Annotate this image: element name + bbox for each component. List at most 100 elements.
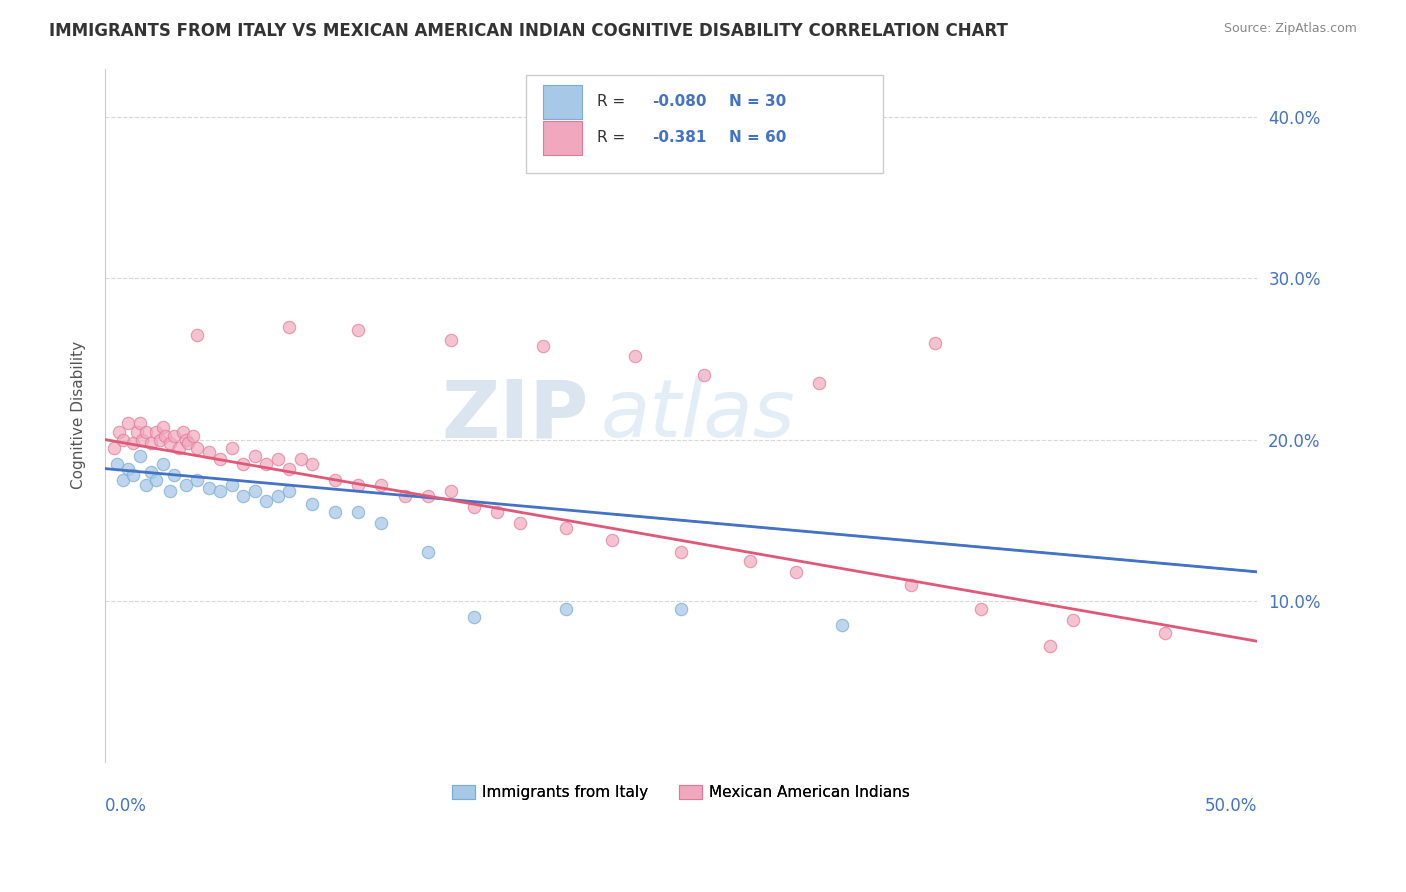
Point (278, 484, 301, 499)
Point (669, 545, 692, 559)
Point (139, 435, 162, 450)
Point (152, 457, 174, 471)
Point (232, 457, 254, 471)
Point (149, 433, 172, 447)
Point (186, 473, 208, 487)
Point (112, 433, 135, 447)
Point (347, 505, 370, 519)
Point (145, 425, 167, 439)
Point (370, 477, 392, 491)
Point (163, 468, 186, 483)
Point (531, 339, 554, 353)
Point (153, 429, 176, 443)
Point (209, 484, 232, 499)
Text: 0.0%: 0.0% (105, 797, 146, 815)
Point (785, 565, 807, 579)
Point (347, 477, 370, 491)
Point (278, 461, 301, 475)
Point (600, 533, 623, 547)
Point (159, 484, 181, 499)
Point (135, 425, 157, 439)
Point (174, 477, 197, 491)
Point (131, 433, 153, 447)
Point (347, 323, 370, 337)
Text: 50.0%: 50.0% (1205, 797, 1257, 815)
Text: atlas: atlas (600, 376, 796, 454)
Y-axis label: Cognitive Disability: Cognitive Disability (72, 342, 86, 490)
FancyBboxPatch shape (543, 121, 582, 155)
Point (439, 484, 461, 499)
Text: ZIP: ZIP (441, 376, 589, 454)
Point (900, 578, 922, 592)
Point (221, 477, 243, 491)
Point (181, 429, 204, 443)
Point (172, 425, 194, 439)
Point (439, 333, 461, 347)
Point (152, 419, 174, 434)
Point (969, 602, 991, 616)
Point (554, 521, 576, 535)
FancyBboxPatch shape (543, 85, 582, 119)
Point (121, 468, 143, 483)
Point (243, 449, 266, 463)
Point (103, 441, 125, 455)
Point (221, 441, 243, 455)
Point (924, 335, 946, 350)
Point (127, 425, 149, 439)
Point (108, 425, 131, 439)
Point (394, 489, 416, 503)
Point (693, 368, 716, 382)
Point (509, 516, 531, 531)
Point (325, 473, 347, 487)
Point (278, 319, 301, 334)
Point (254, 494, 277, 508)
Point (135, 477, 157, 491)
Text: -0.080: -0.080 (652, 95, 707, 110)
Point (740, 553, 762, 567)
Point (669, 602, 692, 616)
Point (197, 445, 219, 459)
Point (1039, 639, 1062, 653)
Point (167, 441, 190, 455)
Point (112, 473, 135, 487)
Text: -0.381: -0.381 (652, 130, 707, 145)
Point (139, 465, 162, 479)
Text: Source: ZipAtlas.com: Source: ZipAtlas.com (1223, 22, 1357, 36)
Point (254, 457, 277, 471)
Point (186, 441, 208, 455)
Point (325, 505, 347, 519)
Point (117, 461, 139, 475)
Point (831, 618, 853, 632)
Point (1154, 626, 1177, 640)
Point (808, 376, 831, 390)
Point (370, 516, 392, 531)
Point (267, 489, 290, 503)
Point (209, 451, 232, 466)
Point (267, 451, 290, 466)
Point (174, 433, 197, 447)
Point (485, 505, 508, 519)
Point (301, 497, 323, 511)
Point (416, 545, 439, 559)
Point (463, 500, 485, 515)
Point (197, 481, 219, 495)
Point (624, 349, 647, 363)
Text: R =: R = (598, 130, 630, 145)
Point (232, 489, 254, 503)
Point (128, 449, 150, 463)
Point (416, 489, 439, 503)
Legend: Immigrants from Italy, Mexican American Indians: Immigrants from Italy, Mexican American … (446, 780, 917, 806)
Text: IMMIGRANTS FROM ITALY VS MEXICAN AMERICAN INDIAN COGNITIVE DISABILITY CORRELATIO: IMMIGRANTS FROM ITALY VS MEXICAN AMERICA… (49, 22, 1008, 40)
Point (290, 451, 312, 466)
Point (301, 457, 323, 471)
FancyBboxPatch shape (526, 76, 883, 172)
Point (105, 457, 128, 471)
Point (117, 417, 139, 431)
Point (186, 327, 208, 342)
Point (121, 435, 143, 450)
Point (163, 429, 186, 443)
Point (177, 435, 200, 450)
Text: R =: R = (598, 95, 630, 110)
Point (463, 610, 485, 624)
Point (145, 473, 167, 487)
